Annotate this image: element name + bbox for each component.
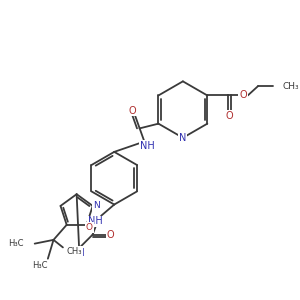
Text: O: O [239, 91, 247, 100]
Text: CH₃: CH₃ [67, 247, 82, 256]
Text: NH: NH [70, 248, 85, 257]
Text: N: N [179, 133, 187, 143]
Text: O: O [86, 223, 93, 232]
Text: NH: NH [140, 141, 154, 151]
Text: O: O [225, 111, 233, 121]
Text: O: O [128, 106, 136, 116]
Text: NH: NH [88, 217, 103, 226]
Text: N: N [93, 201, 100, 210]
Text: H₃C: H₃C [8, 239, 23, 248]
Text: CH₃: CH₃ [283, 82, 299, 91]
Text: O: O [107, 230, 114, 240]
Text: H₃C: H₃C [33, 261, 48, 270]
